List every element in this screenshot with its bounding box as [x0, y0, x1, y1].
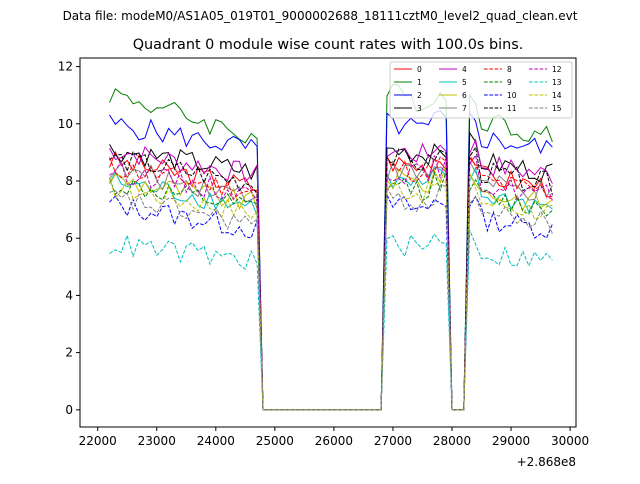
plot-frame [79, 57, 577, 428]
chart-title: Quadrant 0 module wise count rates with … [133, 37, 524, 53]
legend-label: 8 [507, 65, 512, 74]
y-tick-label: 4 [65, 288, 73, 302]
legend-label: 9 [507, 78, 512, 87]
legend-box [389, 61, 573, 119]
legend-label: 3 [417, 104, 422, 113]
legend-label: 14 [552, 91, 562, 100]
y-tick-label: 12 [58, 60, 73, 74]
legend-label: 6 [462, 91, 467, 100]
series-line-12 [109, 153, 553, 411]
x-tick-label: 23000 [138, 434, 176, 448]
y-tick-label: 0 [65, 403, 73, 417]
legend-label: 5 [462, 78, 467, 87]
x-tick-label: 30000 [551, 434, 589, 448]
legend-label: 1 [417, 78, 422, 87]
legend-label: 0 [417, 65, 422, 74]
series-line-13 [109, 229, 553, 411]
series-line-8 [109, 154, 553, 411]
series-line-15 [109, 184, 553, 411]
y-tick-label: 8 [65, 174, 73, 188]
legend-label: 7 [462, 104, 467, 113]
x-tick-label: 24000 [197, 434, 235, 448]
legend-label: 2 [417, 91, 422, 100]
chart-suptitle: Data file: modeM0/AS1A05_019T01_90000026… [63, 9, 578, 23]
legend-label: 11 [507, 104, 517, 113]
legend-label: 10 [507, 91, 517, 100]
x-axis: 22000 23000 24000 25000 26000 27000 28000 29000… [79, 427, 589, 448]
legend-label: 4 [462, 65, 467, 74]
legend-label: 15 [552, 104, 562, 113]
series-line-10 [109, 194, 553, 411]
legend-label: 13 [552, 78, 562, 87]
x-tick-label: 26000 [315, 434, 353, 448]
x-tick-label: 25000 [256, 434, 294, 448]
y-tick-label: 10 [58, 117, 73, 131]
legend-label: 12 [552, 65, 562, 74]
x-tick-label: 27000 [374, 434, 412, 448]
x-tick-label: 29000 [492, 434, 530, 448]
series-line-4 [109, 138, 553, 411]
series-line-2 [109, 110, 553, 411]
y-tick-label: 2 [65, 346, 73, 360]
x-tick-label: 28000 [433, 434, 471, 448]
plot-lines [109, 83, 553, 411]
series-line-9 [109, 170, 553, 411]
x-offset-label: +2.868e8 [517, 455, 576, 469]
y-tick-label: 6 [65, 231, 73, 245]
y-axis: 0 2 4 6 8 10 12 [58, 60, 80, 417]
series-line-14 [109, 173, 553, 411]
x-tick-label: 22000 [79, 434, 117, 448]
